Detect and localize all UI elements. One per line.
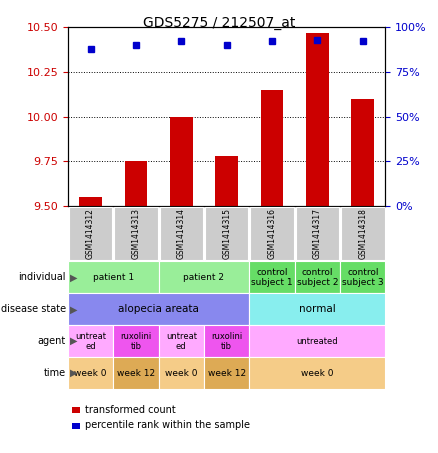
Bar bbox=[340, 261, 385, 294]
Text: GSM1414312: GSM1414312 bbox=[86, 208, 95, 259]
Bar bbox=[68, 261, 159, 294]
Text: control
subject 3: control subject 3 bbox=[342, 268, 384, 287]
Text: control
subject 2: control subject 2 bbox=[297, 268, 338, 287]
Bar bbox=[69, 207, 112, 260]
Text: ruxolini
tib: ruxolini tib bbox=[120, 332, 152, 351]
Bar bbox=[204, 357, 249, 389]
Text: untreated: untreated bbox=[297, 337, 338, 346]
Text: percentile rank within the sample: percentile rank within the sample bbox=[85, 420, 250, 430]
Bar bbox=[159, 325, 204, 357]
Text: ▶: ▶ bbox=[70, 272, 78, 282]
Bar bbox=[68, 294, 249, 325]
Text: ruxolini
tib: ruxolini tib bbox=[211, 332, 242, 351]
Bar bbox=[250, 207, 294, 260]
Bar bbox=[306, 33, 329, 206]
Text: normal: normal bbox=[299, 304, 336, 314]
Text: GDS5275 / 212507_at: GDS5275 / 212507_at bbox=[143, 16, 295, 30]
Bar bbox=[204, 325, 249, 357]
Bar bbox=[159, 357, 204, 389]
Bar bbox=[249, 357, 385, 389]
Text: patient 2: patient 2 bbox=[184, 273, 225, 282]
Text: ▶: ▶ bbox=[70, 304, 78, 314]
Text: week 0: week 0 bbox=[165, 369, 198, 378]
Bar bbox=[68, 357, 113, 389]
Text: GSM1414314: GSM1414314 bbox=[177, 208, 186, 259]
Bar bbox=[113, 325, 159, 357]
Text: control
subject 1: control subject 1 bbox=[251, 268, 293, 287]
Text: agent: agent bbox=[38, 336, 66, 346]
Text: untreat
ed: untreat ed bbox=[166, 332, 197, 351]
Text: individual: individual bbox=[18, 272, 66, 282]
Text: transformed count: transformed count bbox=[85, 405, 175, 414]
Bar bbox=[114, 207, 158, 260]
Text: GSM1414318: GSM1414318 bbox=[358, 208, 367, 259]
Bar bbox=[159, 261, 249, 294]
Text: week 12: week 12 bbox=[117, 369, 155, 378]
Bar bbox=[159, 207, 203, 260]
Text: GSM1414317: GSM1414317 bbox=[313, 208, 322, 259]
Bar bbox=[124, 161, 147, 206]
Text: GSM1414313: GSM1414313 bbox=[131, 208, 141, 259]
Bar bbox=[170, 116, 193, 206]
Bar bbox=[296, 207, 339, 260]
Text: ▶: ▶ bbox=[70, 368, 78, 378]
Bar bbox=[113, 357, 159, 389]
Bar bbox=[205, 207, 248, 260]
Text: week 0: week 0 bbox=[301, 369, 334, 378]
Text: GSM1414316: GSM1414316 bbox=[268, 208, 276, 259]
Text: ▶: ▶ bbox=[70, 336, 78, 346]
Bar bbox=[295, 261, 340, 294]
Text: patient 1: patient 1 bbox=[93, 273, 134, 282]
Bar bbox=[79, 197, 102, 206]
Bar bbox=[261, 90, 283, 206]
Bar bbox=[68, 325, 113, 357]
Text: time: time bbox=[43, 368, 66, 378]
Bar bbox=[351, 99, 374, 206]
Text: alopecia areata: alopecia areata bbox=[118, 304, 199, 314]
Text: untreat
ed: untreat ed bbox=[75, 332, 106, 351]
Text: week 0: week 0 bbox=[74, 369, 107, 378]
Bar bbox=[215, 156, 238, 206]
Bar bbox=[341, 207, 385, 260]
Bar bbox=[249, 294, 385, 325]
Text: GSM1414315: GSM1414315 bbox=[222, 208, 231, 259]
Bar bbox=[249, 261, 295, 294]
Bar bbox=[249, 325, 385, 357]
Text: disease state: disease state bbox=[0, 304, 66, 314]
Text: week 12: week 12 bbox=[208, 369, 246, 378]
